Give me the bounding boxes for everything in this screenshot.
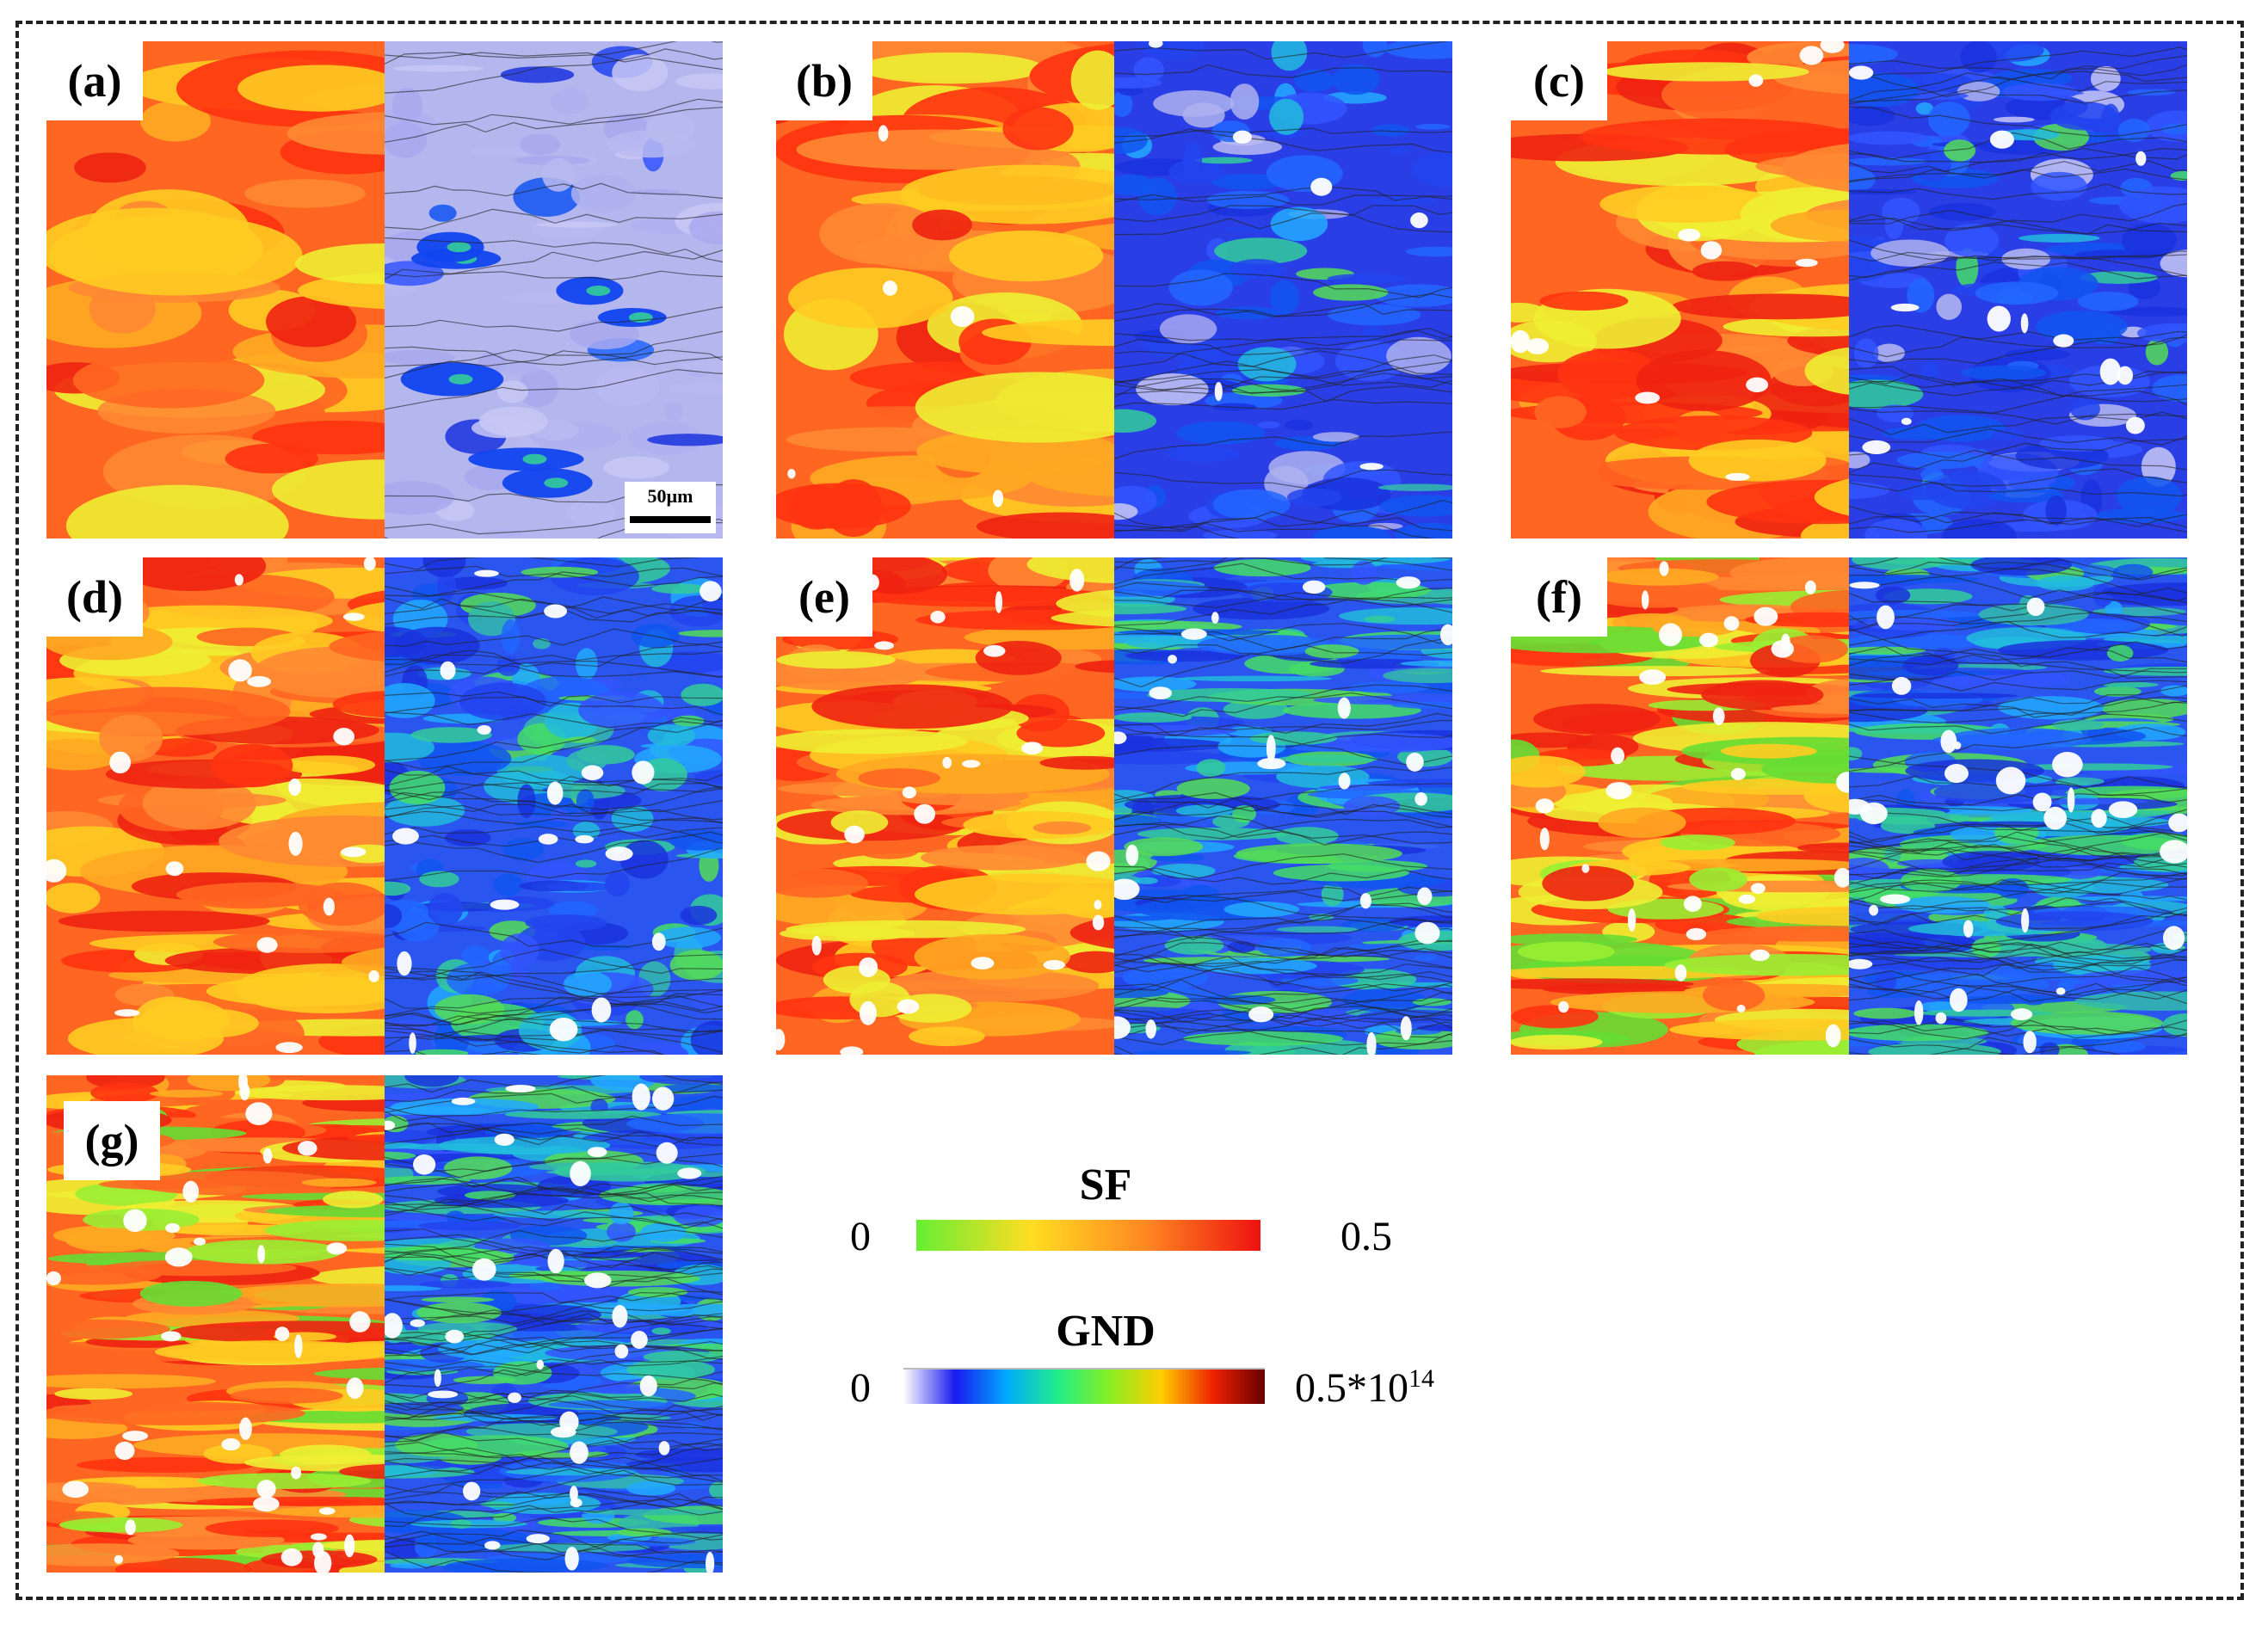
scale-bar: 50µm — [625, 482, 716, 533]
panel-label: (a) — [46, 41, 143, 120]
panel-f: (f) — [1511, 557, 2187, 1055]
gnd-legend-max-exp: 14 — [1408, 1364, 1434, 1393]
panel-label: (c) — [1511, 41, 1607, 120]
sf-map-b — [776, 41, 1114, 539]
panel-label: (d) — [46, 557, 143, 637]
gnd-map-a — [385, 41, 723, 539]
sf-map-e — [776, 557, 1114, 1055]
gnd-legend-max: 0.5*1014 — [1295, 1364, 1434, 1412]
sf-map-c — [1511, 41, 1849, 539]
scale-bar-line — [630, 516, 711, 523]
panel-g: (g) — [46, 1075, 723, 1573]
gnd-legend-max-base: 0.5*10 — [1295, 1365, 1408, 1411]
panel-e: (e) — [776, 557, 1452, 1055]
sf-legend-min: 0 — [850, 1214, 871, 1259]
gnd-map-c — [1849, 41, 2187, 539]
sf-legend-title: SF — [1079, 1160, 1132, 1210]
sf-map-a — [46, 41, 385, 539]
gnd-map-g — [385, 1075, 723, 1573]
panel-c: (c) — [1511, 41, 2187, 539]
gnd-map-d — [385, 557, 723, 1055]
sf-map-d — [46, 557, 385, 1055]
panel-label: (g) — [64, 1101, 160, 1180]
gnd-map-f — [1849, 557, 2187, 1055]
sf-map-f — [1511, 557, 1849, 1055]
gnd-legend-min: 0 — [850, 1365, 871, 1411]
sf-colorbar — [916, 1220, 1260, 1251]
sf-legend-max: 0.5 — [1340, 1214, 1392, 1259]
gnd-colorbar — [903, 1368, 1265, 1404]
gnd-legend-title: GND — [1056, 1307, 1156, 1356]
figure-frame — [15, 21, 2244, 1600]
gnd-map-b — [1114, 41, 1452, 539]
panel-label: (e) — [776, 557, 872, 637]
gnd-map-e — [1114, 557, 1452, 1055]
panel-d: (d) — [46, 557, 723, 1055]
scale-bar-label: 50µm — [647, 485, 693, 507]
panel-label: (f) — [1511, 557, 1607, 637]
panel-a: (a) 50µm — [46, 41, 723, 539]
panel-label: (b) — [776, 41, 872, 120]
panel-b: (b) — [776, 41, 1452, 539]
